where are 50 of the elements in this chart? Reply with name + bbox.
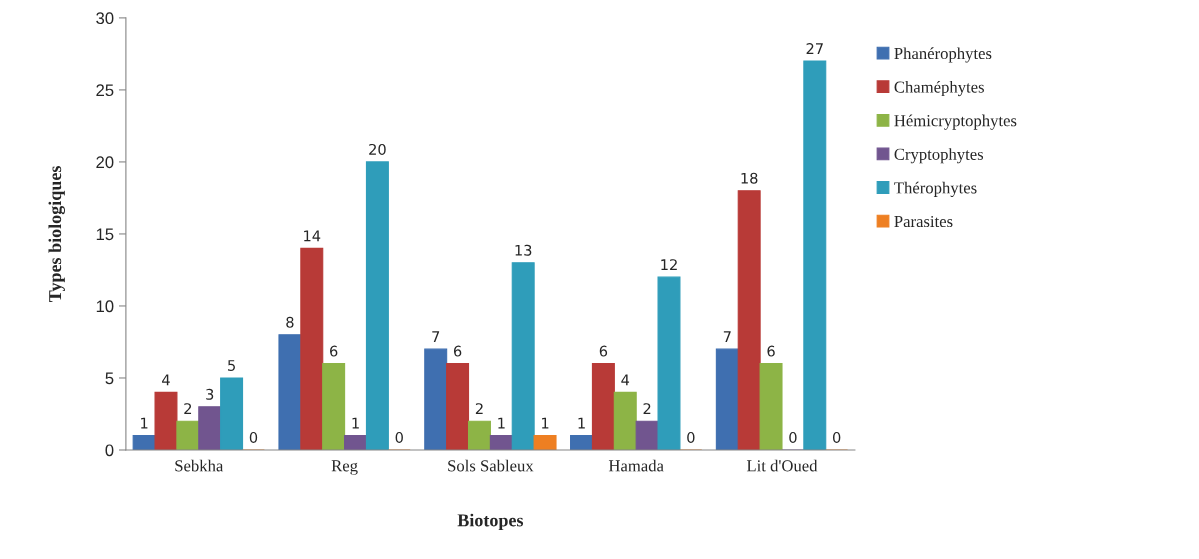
x-axis-title: Biotopes: [457, 513, 524, 531]
data-label: 6: [599, 345, 608, 357]
data-label: 0: [832, 431, 841, 443]
y-tick-label: 25: [96, 84, 114, 97]
data-label: 13: [515, 244, 532, 256]
x-tick-label: Sols Sableux: [448, 459, 534, 472]
x-tick-label: Reg: [331, 460, 358, 475]
data-label: 1: [352, 417, 359, 429]
data-label: 4: [621, 374, 630, 386]
x-tick-label: Sebkha: [175, 459, 224, 472]
data-label: 27: [806, 43, 823, 54]
y-axis-title: Types biologiques: [48, 166, 65, 302]
data-label: 1: [141, 417, 148, 429]
data-label: 6: [767, 345, 775, 357]
data-label: 0: [789, 431, 797, 443]
x-tick-label: Lit d'Oued: [746, 459, 818, 472]
data-label: 0: [687, 431, 695, 443]
data-label: 8: [286, 316, 294, 328]
y-tick-label: 0: [105, 444, 114, 457]
data-label: 0: [395, 431, 403, 443]
data-label: 2: [475, 403, 483, 414]
data-label: 1: [578, 417, 585, 429]
data-label: 18: [741, 172, 758, 184]
data-label: 3: [206, 388, 214, 400]
y-tick-label: 5: [105, 372, 114, 385]
data-label: 6: [453, 345, 462, 357]
data-label: 1: [498, 417, 505, 429]
data-label: 20: [369, 143, 386, 155]
data-label: 0: [249, 431, 258, 443]
legend-label: Cryptophytes: [894, 148, 984, 164]
legend-label: Thérophytes: [894, 181, 977, 197]
data-label: 7: [723, 331, 731, 342]
y-tick-label: 30: [96, 12, 114, 25]
data-label: 7: [432, 331, 440, 342]
y-tick-label: 15: [96, 228, 114, 241]
x-tick-label: Hamada: [608, 459, 664, 472]
legend-label: Parasites: [894, 215, 953, 228]
data-label: 4: [162, 374, 170, 386]
data-label: 14: [304, 230, 321, 242]
data-label: 5: [228, 360, 235, 371]
data-label: 6: [330, 345, 338, 357]
y-tick-label: 20: [96, 156, 114, 169]
data-label: 2: [643, 403, 651, 414]
y-tick-label: 10: [96, 300, 114, 313]
legend-label: Hémicryptophytes: [894, 114, 1017, 130]
legend-label: Phanérophytes: [894, 47, 992, 63]
data-label: 2: [184, 403, 192, 414]
data-label: 1: [542, 417, 549, 429]
legend-label: Chaméphytes: [894, 80, 984, 97]
data-label: 12: [661, 259, 677, 270]
